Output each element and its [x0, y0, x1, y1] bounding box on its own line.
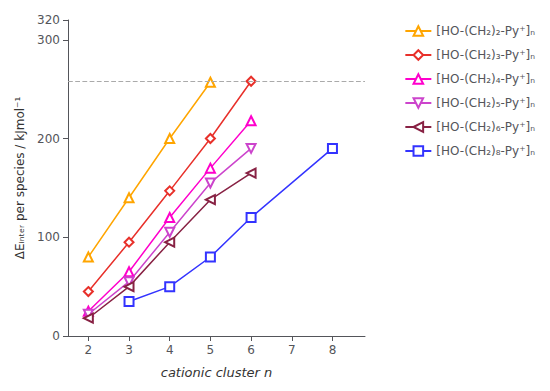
- svg-text:100: 100: [37, 230, 60, 244]
- svg-text:[HO-(CH₂)₈-Py⁺]ₙ: [HO-(CH₂)₈-Py⁺]ₙ: [436, 144, 535, 158]
- svg-text:6: 6: [247, 343, 255, 357]
- svg-text:cationic cluster n: cationic cluster n: [161, 365, 273, 380]
- svg-text:[HO-(CH₂)₆-Py⁺]ₙ: [HO-(CH₂)₆-Py⁺]ₙ: [436, 120, 535, 134]
- svg-text:2: 2: [85, 343, 93, 357]
- svg-text:3: 3: [125, 343, 133, 357]
- svg-text:4: 4: [166, 343, 174, 357]
- svg-text:200: 200: [37, 132, 60, 146]
- svg-text:[HO-(CH₂)₃-Py⁺]ₙ: [HO-(CH₂)₃-Py⁺]ₙ: [436, 48, 535, 62]
- svg-text:8: 8: [329, 343, 337, 357]
- svg-text:ΔEᵢₙₜₑᵣ per species / kJmol⁻¹: ΔEᵢₙₜₑᵣ per species / kJmol⁻¹: [13, 97, 27, 260]
- svg-text:[HO-(CH₂)₂-Py⁺]ₙ: [HO-(CH₂)₂-Py⁺]ₙ: [436, 24, 535, 38]
- svg-text:[HO-(CH₂)₅-Py⁺]ₙ: [HO-(CH₂)₅-Py⁺]ₙ: [436, 96, 535, 110]
- svg-text:[HO-(CH₂)₄-Py⁺]ₙ: [HO-(CH₂)₄-Py⁺]ₙ: [436, 72, 535, 86]
- svg-text:320: 320: [37, 13, 60, 27]
- svg-text:300: 300: [37, 33, 60, 47]
- svg-text:5: 5: [207, 343, 215, 357]
- svg-text:7: 7: [288, 343, 296, 357]
- svg-text:0: 0: [52, 329, 60, 343]
